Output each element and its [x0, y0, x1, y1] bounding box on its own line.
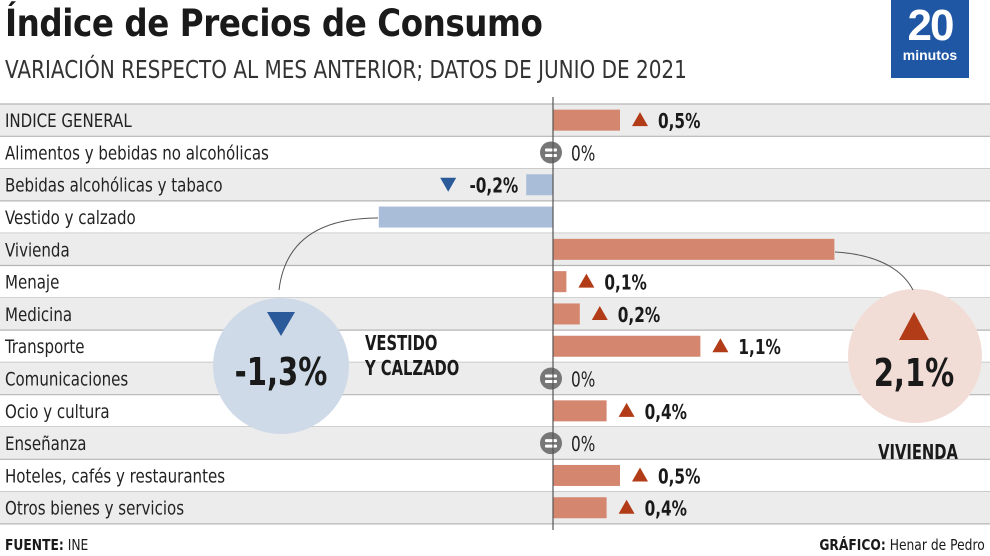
row-background [0, 104, 990, 137]
value-label: 1,1% [738, 337, 781, 360]
bar-positive [553, 335, 701, 357]
zero-icon-bar [545, 148, 557, 152]
category-label: Vestido y calzado [5, 207, 136, 229]
credit-value: Henar de Pedro [886, 536, 985, 554]
category-label: Alimentos y bebidas no alcohólicas [5, 142, 269, 164]
zero-change-icon [540, 432, 562, 455]
bar-positive [553, 109, 620, 131]
row-background [0, 427, 990, 460]
bar-negative [526, 174, 553, 196]
category-label: Vivienda [5, 239, 70, 261]
value-label: 0,5% [658, 466, 701, 489]
credit-label: GRÁFICO: [819, 536, 887, 554]
down-arrow-icon [440, 177, 457, 192]
row-background [0, 168, 990, 201]
category-label: Ocio y cultura [5, 401, 110, 423]
row-background [0, 297, 990, 331]
category-label: Otros bienes y servicios [5, 498, 184, 520]
logo-word: minutos [902, 47, 958, 63]
highlight-circle-positive [848, 289, 982, 423]
chart-title: Índice de Precios de Consumo [5, 2, 543, 45]
up-arrow-icon [712, 338, 729, 353]
value-label: 0,4% [645, 499, 688, 522]
chart-subtitle: VARIACIÓN RESPECTO AL MES ANTERIOR; DATO… [5, 55, 687, 84]
value-label: 0,2% [618, 305, 661, 328]
highlight-value-vivienda: 2,1% [874, 352, 955, 396]
category-label: Comunicaciones [5, 369, 128, 391]
up-arrow-icon [618, 499, 635, 514]
bar-negative [378, 206, 553, 228]
category-label: Menaje [5, 272, 59, 294]
bar-positive [553, 400, 607, 422]
bar-positive [553, 497, 607, 519]
down-arrow-icon [267, 312, 295, 336]
value-label: 0,5% [658, 111, 701, 134]
up-arrow-icon [578, 273, 595, 288]
zero-change-icon [540, 141, 562, 164]
category-label: Transporte [4, 336, 85, 358]
zero-icon-bar [545, 439, 557, 443]
value-label: -0,2% [469, 176, 518, 199]
bar-positive [553, 303, 580, 325]
highlight-circle-negative [213, 298, 349, 434]
zero-change-icon [540, 367, 562, 390]
category-label: Enseñanza [5, 433, 86, 455]
category-label: Bebidas alcohólicas y tabaco [5, 175, 223, 197]
row-background [0, 491, 990, 524]
value-label: 0% [571, 143, 595, 166]
up-arrow-icon [632, 467, 648, 482]
up-arrow-icon [632, 112, 648, 127]
source-label: FUENTE: [5, 536, 64, 554]
row-background [0, 362, 990, 395]
value-label: 0,1% [604, 272, 647, 295]
row-background [0, 233, 990, 266]
zero-icon-bar [545, 444, 557, 448]
zero-icon-bar [545, 374, 557, 378]
category-label: INDICE GENERAL [5, 110, 132, 132]
highlight-caption-vestido: VESTIDO [365, 333, 437, 356]
up-arrow-icon [899, 312, 929, 340]
value-label: 0% [571, 434, 595, 457]
zero-icon-bar [545, 380, 557, 384]
brand-logo: 20 minutos [891, 0, 969, 78]
bar-positive [553, 271, 567, 293]
category-label: Hoteles, cafés y restaurantes [5, 465, 225, 487]
bar-positive [553, 464, 620, 486]
source-value: INE [63, 536, 89, 554]
value-label: 0,4% [645, 402, 688, 425]
zero-icon-bar [545, 153, 557, 157]
up-arrow-icon [618, 402, 635, 417]
bar-positive [553, 238, 835, 260]
source-note: FUENTE: INE [5, 536, 88, 554]
category-label: Medicina [5, 304, 72, 326]
credit-note: GRÁFICO: Henar de Pedro [820, 536, 985, 554]
highlight-value-vestido: -1,3% [235, 351, 328, 395]
connector-line-vestido [278, 217, 379, 291]
logo-number: 20 [907, 1, 955, 50]
connector-line-vivienda [834, 251, 914, 291]
highlight-caption-vivienda: VIVIENDA [878, 442, 958, 465]
value-label: 0% [571, 369, 595, 392]
up-arrow-icon [591, 305, 608, 320]
highlight-caption-vestido: Y CALZADO [364, 358, 459, 381]
